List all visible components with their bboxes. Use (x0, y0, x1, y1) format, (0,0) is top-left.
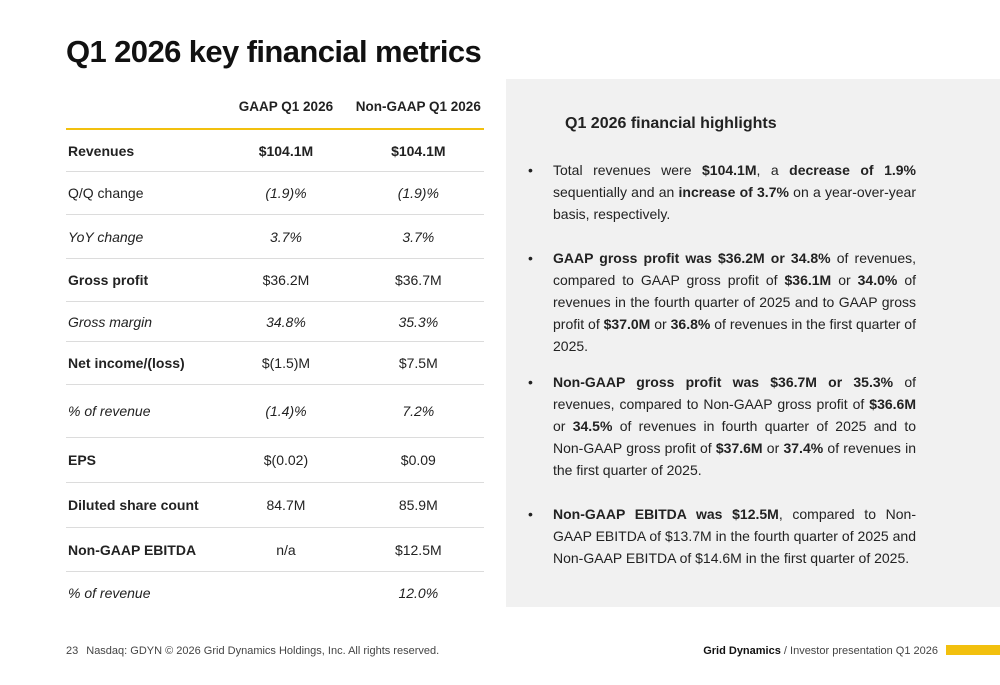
highlight-text: Non-GAAP gross profit was $36.7M or 35.3… (553, 371, 916, 481)
highlight-item: • Total revenues were $104.1M, a decreas… (528, 159, 916, 225)
table-row: Q/Q change (1.9)% (1.9)% (66, 172, 484, 215)
highlight-text: Total revenues were $104.1M, a decrease … (553, 159, 916, 225)
text-run: of revenues in fourth quarter of 2025 an… (553, 418, 916, 456)
gaap-value: $36.2M (262, 272, 310, 288)
text-run: of revenues, compared to GAAP gross prof… (553, 250, 917, 288)
text-run: , compared to Non-GAAP EBITDA of $13.7M … (553, 506, 916, 566)
text-run: or (650, 316, 671, 332)
bold-text: decrease of 1.9% (789, 162, 916, 178)
gaap-value: (1.4)% (265, 403, 307, 419)
row-label: % of revenue (68, 403, 151, 419)
text-run: , a (756, 162, 790, 178)
bold-text: increase of 3.7% (678, 184, 789, 200)
table-row: Revenues $104.1M $104.1M (66, 130, 484, 172)
highlights-panel: Q1 2026 financial highlights • Total rev… (506, 79, 1000, 607)
non-gaap-value: 85.9M (398, 497, 438, 513)
bold-text: Non-GAAP EBITDA was $12.5M (553, 506, 779, 522)
table-header: GAAP Q1 2026 Non-GAAP Q1 2026 (66, 84, 484, 130)
row-label: Diluted share count (68, 497, 199, 513)
highlight-item: • GAAP gross profit was $36.2M or 34.8% … (528, 247, 916, 357)
text-run: on a year-over-year basis, respectively. (553, 184, 916, 222)
text-run: of revenues in the first quarter of 2025… (553, 316, 916, 354)
table-row: Gross profit $36.2M $36.7M (66, 259, 484, 302)
gaap-value: n/a (276, 541, 296, 558)
text-run: Total revenues were (553, 162, 702, 178)
table-row: Non-GAAP EBITDA n/a $12.5M (66, 528, 484, 572)
bold-text: 34.0% (857, 272, 898, 288)
table-row: % of revenue 12.0% (66, 572, 484, 614)
row-label: EPS (68, 452, 97, 468)
header-gaap: GAAP Q1 2026 (238, 98, 334, 114)
bullet-icon: • (528, 162, 533, 178)
page-number: 23 (66, 645, 79, 657)
footer-legal: 23 Nasdaq: GDYN © 2026 Grid Dynamics Hold… (66, 645, 439, 657)
gaap-value: 34.8% (266, 313, 306, 330)
non-gaap-value: $0.09 (400, 452, 436, 468)
table-row: EPS $(0.02) $0.09 (66, 438, 484, 483)
text-run: or (831, 272, 858, 288)
table-row: YoY change 3.7% 3.7% (66, 215, 484, 259)
non-gaap-value: (1.9)% (397, 185, 439, 201)
bold-text: GAAP gross profit was $36.2M or 34.8% (553, 250, 831, 266)
row-label: Net income/(loss) (68, 355, 185, 371)
non-gaap-value: $104.1M (391, 142, 446, 159)
non-gaap-value: 3.7% (402, 228, 435, 245)
gaap-value: 84.7M (266, 497, 306, 513)
bullet-icon: • (528, 374, 533, 390)
text-run: or (762, 440, 784, 456)
bold-text: 34.5% (572, 418, 613, 434)
brand-name: Grid Dynamics (703, 645, 781, 657)
row-label: Gross profit (68, 272, 149, 288)
bold-text: Non-GAAP gross profit was $36.7M or 35.3… (553, 374, 894, 390)
bold-text: $37.6M (715, 440, 763, 456)
text-run: or (553, 418, 573, 434)
non-gaap-value: $12.5M (394, 541, 442, 558)
gaap-value: $(1.5)M (261, 355, 311, 371)
highlight-item: • Non-GAAP EBITDA was $12.5M, compared t… (528, 503, 916, 569)
table-row: Net income/(loss) $(1.5)M $7.5M (66, 342, 484, 385)
highlight-text: Non-GAAP EBITDA was $12.5M, compared to … (553, 503, 916, 569)
non-gaap-value: $36.7M (394, 272, 442, 288)
footer-branding: Grid Dynamics / Investor presentation Q1… (703, 645, 938, 657)
text-run: of revenues in the fourth quarter of 202… (553, 272, 917, 332)
row-label: Revenues (68, 142, 135, 159)
non-gaap-value: 35.3% (398, 313, 439, 330)
presentation-name: Investor presentation Q1 2026 (790, 645, 938, 657)
non-gaap-value: $7.5M (398, 355, 438, 371)
row-label: Q/Q change (68, 185, 144, 201)
non-gaap-value: 7.2% (402, 403, 435, 419)
bold-text: $37.0M (603, 316, 651, 332)
highlight-item: • Non-GAAP gross profit was $36.7M or 35… (528, 371, 916, 481)
text-run: sequentially and an (553, 184, 679, 200)
text-run: of revenues, compared to Non-GAAP gross … (553, 374, 916, 412)
table-row: % of revenue (1.4)% 7.2% (66, 385, 484, 438)
bullet-icon: • (528, 506, 533, 522)
bullet-icon: • (528, 250, 533, 266)
row-label: Non-GAAP EBITDA (68, 541, 197, 558)
highlights-title: Q1 2026 financial highlights (565, 115, 777, 132)
page-title: Q1 2026 key financial metrics (66, 34, 482, 69)
non-gaap-value: 12.0% (398, 585, 439, 601)
bold-text: $104.1M (702, 162, 757, 178)
footer-separator: / (780, 645, 791, 657)
financial-metrics-table: GAAP Q1 2026 Non-GAAP Q1 2026 Revenues $… (66, 84, 484, 614)
bold-text: $36.6M (869, 396, 916, 412)
header-non-gaap: Non-GAAP Q1 2026 (355, 98, 481, 114)
bold-text: 36.8% (670, 316, 711, 332)
bold-text: 37.4% (783, 440, 824, 456)
row-label: YoY change (68, 228, 144, 245)
gaap-value: $(0.02) (263, 452, 309, 468)
row-label: Gross margin (68, 313, 153, 330)
table-row: Gross margin 34.8% 35.3% (66, 302, 484, 342)
gaap-value: 3.7% (269, 228, 302, 245)
gaap-value: (1.9)% (265, 185, 307, 201)
table-row: Diluted share count 84.7M 85.9M (66, 483, 484, 528)
copyright-text: Nasdaq: GDYN © 2026 Grid Dynamics Holdin… (86, 645, 440, 657)
highlight-text: GAAP gross profit was $36.2M or 34.8% of… (553, 247, 916, 357)
bold-text: $36.1M (784, 272, 832, 288)
gaap-value: $104.1M (258, 142, 314, 159)
row-label: % of revenue (68, 585, 151, 601)
accent-bar (946, 645, 1000, 655)
text-run: of revenues in the first quarter of 2025… (553, 440, 916, 478)
